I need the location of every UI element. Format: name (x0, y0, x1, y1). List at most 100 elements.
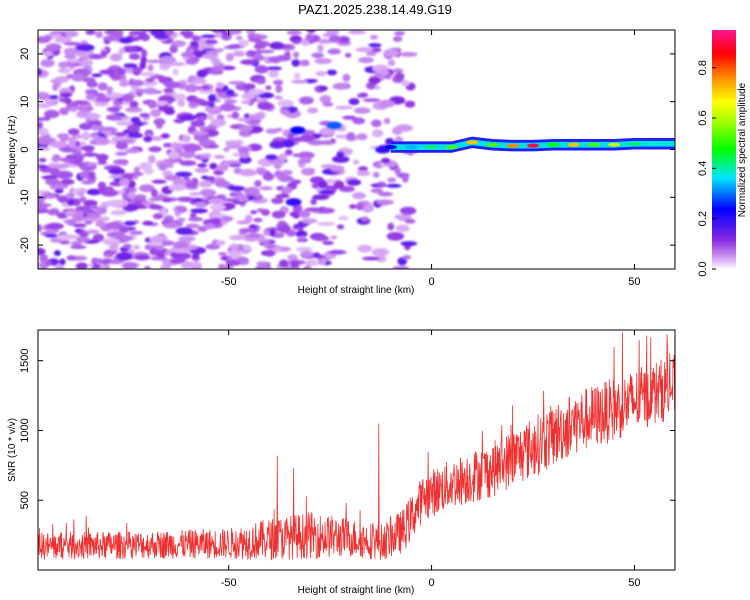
colorbar-tick-label: 0.0 (697, 261, 709, 276)
spectrogram-x-axis-label: Height of straight line (km) (298, 285, 415, 296)
spectrogram-cell (210, 217, 222, 223)
spectrogram-cell (60, 197, 71, 202)
spectrogram-cell (368, 76, 381, 84)
spectrogram-cell (179, 30, 194, 36)
spectrogram-cell (248, 113, 264, 120)
spectrogram-cell (356, 133, 368, 141)
spectrogram-cell (70, 245, 87, 250)
spectrogram-cell (139, 61, 146, 70)
spectrogram-cell (139, 113, 151, 118)
spectrogram-cell (258, 92, 274, 99)
snr-panel: -50 0 50 500 1000 1500 Height of straight lin… (7, 329, 676, 596)
spectrogram-cell (303, 266, 311, 269)
spectrogram-cell (86, 162, 98, 167)
spectrogram-cell (65, 192, 75, 199)
y-tick-label: 1000 (19, 418, 31, 442)
ridge-point (506, 143, 519, 148)
spectrogram-cell (118, 37, 134, 44)
spectrogram-cell (109, 174, 123, 179)
spectrogram-cell (286, 30, 302, 36)
spectrogram-cell (176, 196, 195, 202)
y-tick-label: 1500 (19, 348, 31, 372)
spectrogram-cell (329, 35, 342, 43)
spectrogram-cell (271, 210, 286, 219)
spectrogram-cell (38, 224, 43, 233)
spectrogram-cell (54, 36, 72, 43)
spectrogram-cell (128, 53, 141, 60)
spectrogram-cell (246, 30, 256, 35)
spectrogram-cell (362, 256, 380, 261)
spectrogram-cell (72, 100, 90, 106)
spectrogram-cell (159, 62, 171, 71)
spectrogram-cell (271, 197, 284, 204)
spectrogram-cell (145, 78, 155, 83)
spectrogram-cell (253, 217, 263, 223)
spectrogram-cell (71, 134, 84, 139)
ridge-point (405, 145, 418, 150)
spectrogram-blob (285, 198, 302, 207)
spectrogram-cell (134, 254, 151, 261)
spectrogram-cell (53, 250, 61, 257)
spectrogram-cell (143, 135, 153, 143)
spectrogram-cell (268, 70, 279, 78)
spectrogram-cell (393, 31, 406, 36)
spectrogram-cell (188, 101, 199, 109)
spectrogram-cell (348, 30, 366, 35)
spectrogram-cell (192, 197, 203, 203)
spectrogram-cell (64, 54, 77, 59)
spectrogram-cell (346, 179, 362, 186)
spectrogram-cell (95, 31, 103, 38)
spectrogram-cell (395, 124, 413, 132)
spectrogram-cell (120, 78, 128, 87)
spectrogram-cell (115, 120, 134, 126)
spectrogram-cell (107, 260, 124, 265)
spectrogram-cell (54, 188, 64, 194)
spectrogram-cell (169, 258, 187, 264)
spectrogram-cell (402, 255, 412, 260)
spectrogram-cell (139, 72, 157, 77)
spectrogram-image (38, 30, 418, 269)
spectrogram-cell (404, 100, 416, 108)
spectrogram-cell (61, 234, 79, 240)
spectrogram-cell (300, 250, 313, 258)
spectrogram-cell (348, 98, 360, 106)
spectrogram-cell (147, 64, 154, 72)
spectrogram-cell (77, 191, 85, 197)
spectrogram-cell (83, 199, 98, 207)
spectrogram-cell (176, 205, 188, 213)
spectrogram-cell (59, 258, 66, 266)
spectrogram-cell (256, 261, 270, 266)
spectrogram-cell (81, 145, 95, 152)
spectrogram-cell (211, 65, 225, 71)
spectrogram-cell (325, 30, 340, 34)
spectrogram-cell (47, 208, 60, 216)
spectrogram-cell (370, 188, 383, 194)
spectrogram-cell (337, 216, 349, 221)
spectrogram-cell (280, 186, 293, 194)
spectrogram-cell (136, 91, 143, 97)
spectrogram-cell (277, 99, 294, 108)
spectrogram-cell (230, 261, 238, 266)
spectrogram-cell (197, 163, 208, 168)
spectrogram-cell (201, 85, 210, 91)
spectrogram-cell (108, 73, 120, 79)
spectrogram-cell (218, 264, 231, 269)
spectrogram-cell (206, 144, 219, 149)
x-tick-label: 50 (628, 276, 640, 288)
spectrogram-cell (307, 139, 325, 146)
spectrogram-cell (208, 198, 224, 205)
spectrogram-cell (318, 180, 328, 189)
spectrogram-cell (335, 105, 354, 110)
spectrogram-cell (144, 87, 158, 95)
spectrogram-cell (119, 178, 130, 187)
spectrogram-cell (150, 136, 163, 141)
spectrogram-cell (38, 121, 43, 130)
spectrogram-cell (78, 122, 93, 131)
spectrogram-cell (148, 101, 157, 109)
spectrogram-cell (304, 259, 320, 267)
spectrogram-cell (99, 69, 117, 75)
spectrogram-cell (318, 140, 336, 146)
spectrogram-cell (49, 184, 59, 190)
spectrogram-cell (359, 92, 369, 98)
spectrogram-cell (129, 100, 139, 108)
